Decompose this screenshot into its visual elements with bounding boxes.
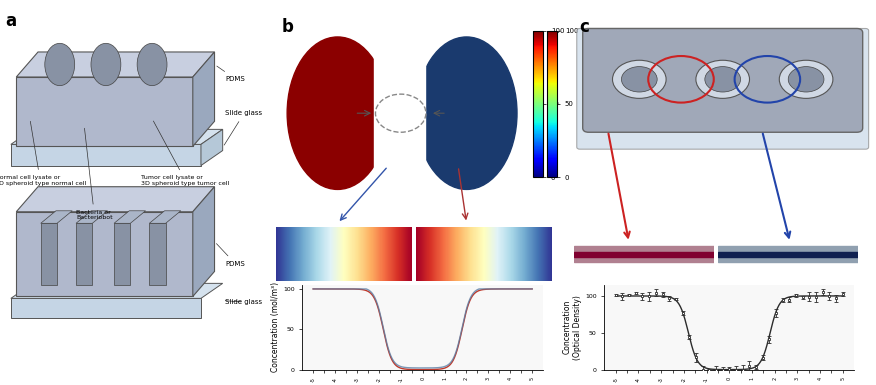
Ellipse shape xyxy=(287,37,388,189)
FancyBboxPatch shape xyxy=(583,28,863,132)
Polygon shape xyxy=(17,77,193,146)
Circle shape xyxy=(780,60,833,99)
Polygon shape xyxy=(17,187,215,212)
Text: Slide glass: Slide glass xyxy=(224,110,263,145)
Text: Bacteria or
Bacteriobot: Bacteria or Bacteriobot xyxy=(76,128,113,221)
Polygon shape xyxy=(40,223,57,285)
Bar xyxy=(718,246,858,262)
Circle shape xyxy=(705,67,740,92)
Circle shape xyxy=(91,44,121,86)
Polygon shape xyxy=(11,298,201,318)
Polygon shape xyxy=(40,211,72,223)
Circle shape xyxy=(45,44,74,86)
Text: Normal cell lysate or
3D spheroid type normal cell: Normal cell lysate or 3D spheroid type n… xyxy=(0,121,86,186)
Polygon shape xyxy=(17,52,215,77)
Bar xyxy=(718,253,858,257)
Polygon shape xyxy=(149,211,180,223)
Polygon shape xyxy=(11,144,201,166)
Polygon shape xyxy=(17,212,193,296)
Ellipse shape xyxy=(416,37,517,189)
Polygon shape xyxy=(76,211,108,223)
Circle shape xyxy=(612,60,666,99)
Circle shape xyxy=(788,67,824,92)
Text: PDMS: PDMS xyxy=(216,244,245,267)
Polygon shape xyxy=(201,129,223,166)
Polygon shape xyxy=(114,211,145,223)
FancyBboxPatch shape xyxy=(576,28,869,149)
Bar xyxy=(574,246,714,262)
Bar xyxy=(574,253,714,257)
Polygon shape xyxy=(76,223,92,285)
Text: b: b xyxy=(281,18,293,36)
Bar xyxy=(374,56,425,170)
Polygon shape xyxy=(149,223,166,285)
Text: c: c xyxy=(580,18,590,36)
Polygon shape xyxy=(193,52,215,146)
Polygon shape xyxy=(11,283,223,298)
Text: Tumor cell lysate or
3D spheroid type tumor cell: Tumor cell lysate or 3D spheroid type tu… xyxy=(141,121,230,186)
Y-axis label: Concentration
(Optical Density): Concentration (Optical Density) xyxy=(563,295,583,360)
Text: a: a xyxy=(5,12,17,30)
Circle shape xyxy=(696,60,750,99)
Polygon shape xyxy=(11,129,223,144)
Text: Slide glass: Slide glass xyxy=(225,299,263,305)
Y-axis label: Concentration (mol/m³): Concentration (mol/m³) xyxy=(272,282,280,372)
Text: PDMS: PDMS xyxy=(217,66,245,82)
Circle shape xyxy=(138,44,167,86)
Polygon shape xyxy=(193,187,215,296)
Circle shape xyxy=(621,67,657,92)
Polygon shape xyxy=(114,223,131,285)
